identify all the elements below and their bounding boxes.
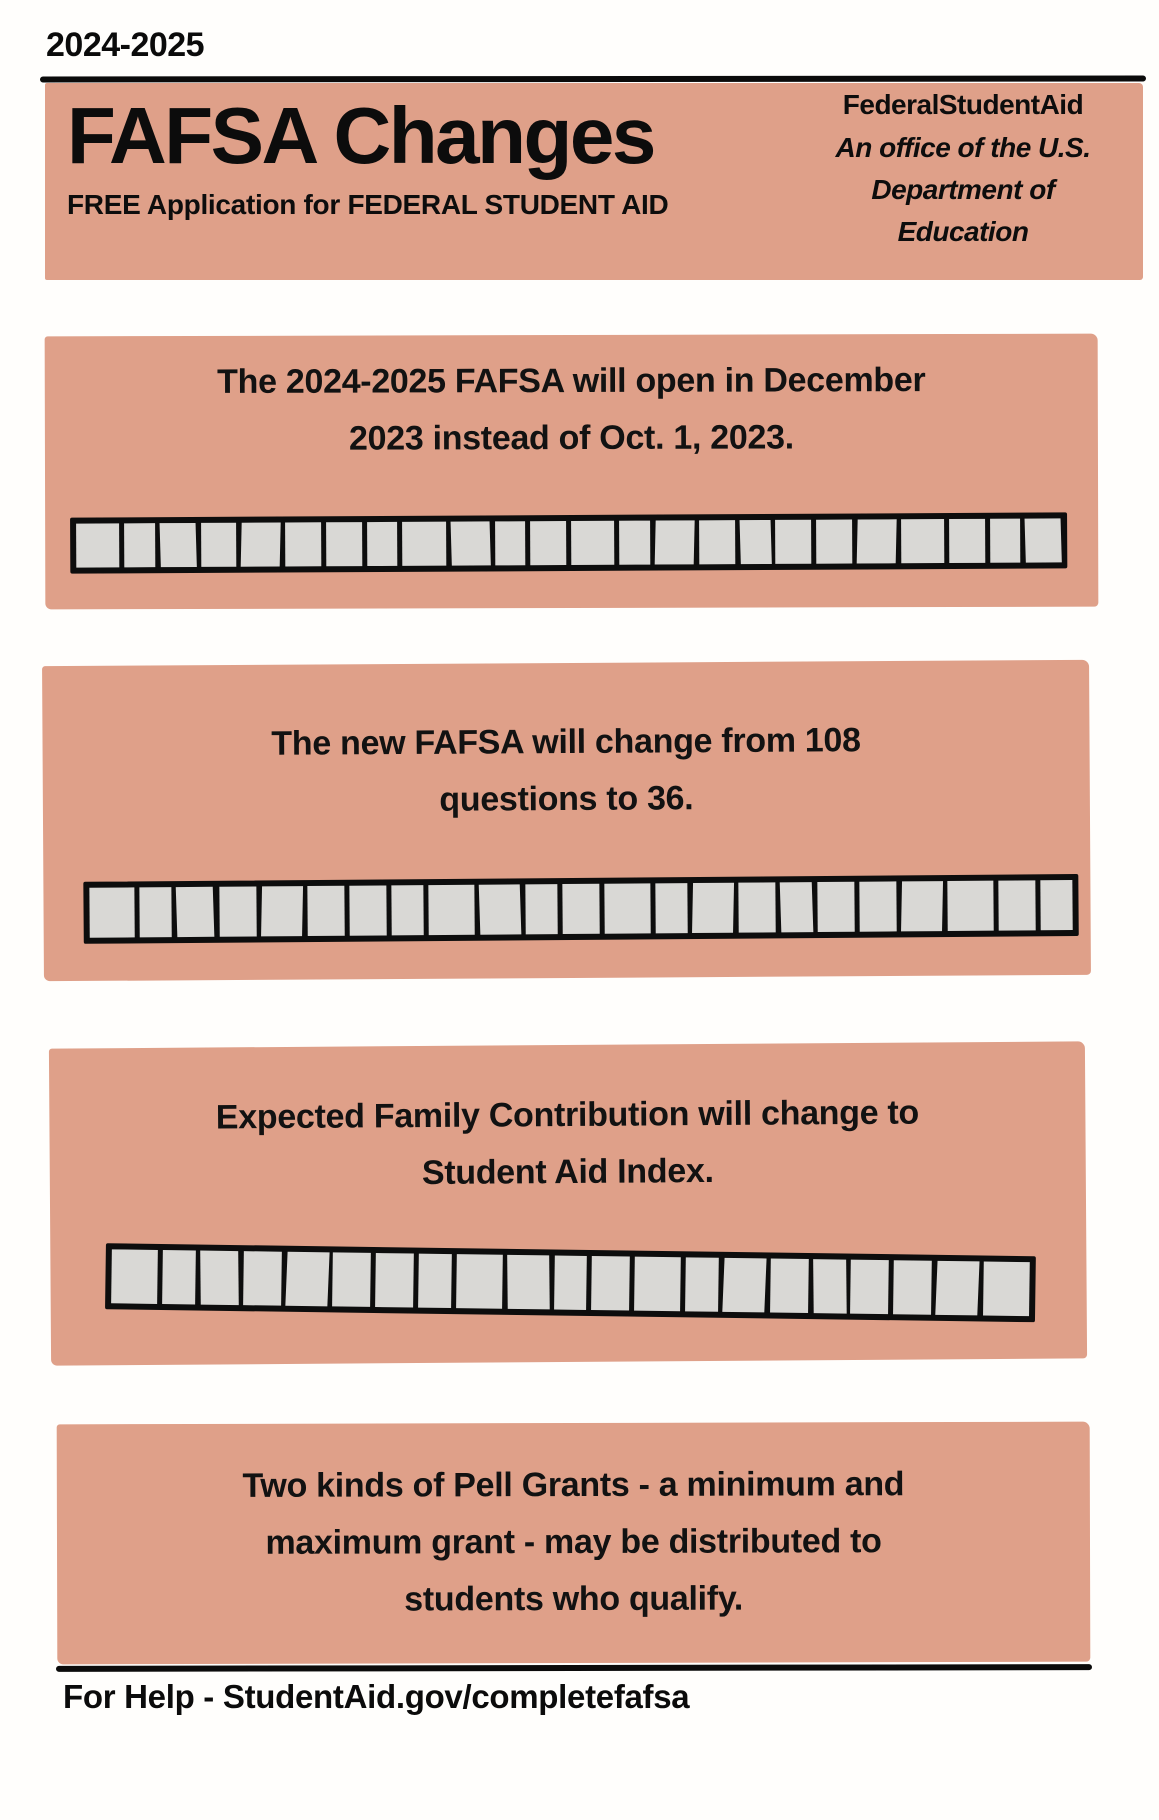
bar-segment	[111, 1249, 159, 1304]
bar-segment	[685, 1257, 719, 1312]
bar-segment	[779, 882, 814, 933]
bar-segment	[654, 883, 688, 934]
bar-segment	[200, 1250, 239, 1306]
card-text: Two kinds of Pell Grants - a minimum and…	[242, 1465, 905, 1619]
bar-segment	[900, 519, 945, 564]
bar-segment	[450, 521, 491, 566]
bar-segment	[562, 883, 600, 935]
bar-segment	[634, 1256, 682, 1312]
segmented-bar	[70, 512, 1068, 574]
bar-segment	[200, 522, 237, 567]
bar-segment	[391, 885, 425, 936]
bar-segment	[530, 521, 567, 566]
card-text: The new FAFSA will change from 108 quest…	[271, 721, 861, 819]
bar-segment	[859, 881, 898, 932]
bar-segment	[375, 1253, 415, 1308]
bar-segment	[285, 522, 322, 567]
footer-help-text: For Help - StudentAid.gov/completefafsa	[63, 1678, 690, 1715]
bar-segment	[366, 521, 398, 567]
bar-segment	[307, 885, 345, 937]
bar-segment	[591, 1256, 631, 1311]
agency-name: FederalStudentAid	[842, 89, 1084, 120]
bar-segment	[816, 519, 852, 564]
agency-block: FederalStudentAid An office of the U.S. …	[823, 89, 1103, 253]
agency-tagline: An office of the U.S. Department of Educ…	[835, 132, 1092, 247]
year-label: 2024-2025	[46, 26, 205, 64]
card-text: The 2024-2025 FAFSA will open in Decembe…	[217, 361, 926, 458]
bar-segment	[285, 1251, 329, 1307]
bar-segment	[739, 519, 772, 565]
card-text: Expected Family Contribution will change…	[215, 1093, 920, 1193]
bar-segment	[893, 1260, 932, 1315]
bar-segment	[139, 887, 173, 938]
bar-segment	[428, 884, 475, 936]
bar-segment	[737, 882, 776, 933]
top-divider-line	[39, 75, 1147, 83]
bar-segment	[856, 519, 897, 564]
bottom-divider-line	[55, 1664, 1093, 1672]
bar-segment	[1024, 518, 1062, 563]
bar-segment	[478, 884, 522, 935]
segmented-bar	[83, 874, 1079, 944]
header-banner: FAFSA Changes FREE Application for FEDER…	[45, 83, 1143, 280]
bar-segment	[1040, 880, 1073, 931]
bar-segment	[571, 520, 615, 565]
bar-segment	[619, 520, 651, 565]
bar-segment	[326, 522, 362, 567]
bar-segment	[935, 1260, 980, 1316]
bar-segment	[162, 1250, 196, 1305]
bar-segment	[699, 520, 736, 565]
bar-segment	[402, 521, 446, 566]
bar-segment	[769, 1258, 809, 1314]
bar-segment	[901, 881, 944, 932]
bar-segment	[176, 886, 216, 938]
bar-segment	[982, 1261, 1030, 1317]
bar-segment	[332, 1252, 372, 1307]
bar-segment	[349, 885, 388, 936]
header-subtitle: FREE Application for FEDERAL STUDENT AID	[67, 188, 669, 220]
info-card: The 2024-2025 FAFSA will open in Decembe…	[44, 333, 1099, 610]
bar-segment	[722, 1257, 767, 1313]
bar-segment	[124, 523, 156, 568]
bar-segment	[949, 518, 985, 564]
bar-segment	[947, 880, 994, 932]
bar-segment	[159, 522, 197, 568]
bar-segment	[507, 1254, 550, 1310]
bar-segment	[261, 886, 303, 937]
page-title: FAFSA Changes	[67, 91, 656, 180]
bar-segment	[654, 520, 695, 565]
bar-segment	[775, 519, 812, 564]
bar-segment	[604, 883, 651, 934]
bar-segment	[989, 518, 1021, 563]
bar-segment	[817, 881, 855, 933]
segmented-bar	[105, 1243, 1036, 1323]
bar-segment	[240, 522, 282, 567]
info-card: Two kinds of Pell Grants - a minimum and…	[56, 1421, 1091, 1665]
bar-segment	[850, 1259, 889, 1315]
info-card: Expected Family Contribution will change…	[48, 1041, 1088, 1366]
bar-segment	[998, 880, 1036, 931]
bar-segment	[455, 1254, 503, 1309]
bar-segment	[525, 884, 558, 935]
bar-segment	[219, 886, 257, 937]
info-card: The new FAFSA will change from 108 quest…	[42, 659, 1091, 982]
bar-segment	[691, 882, 734, 934]
bar-segment	[418, 1253, 452, 1309]
bar-segment	[89, 887, 136, 938]
bar-segment	[812, 1259, 846, 1314]
bar-segment	[553, 1255, 588, 1310]
bar-segment	[242, 1251, 282, 1306]
header-left-block: FAFSA Changes FREE Application for FEDER…	[45, 83, 823, 221]
bar-segment	[76, 523, 120, 568]
bar-segment	[494, 521, 526, 566]
